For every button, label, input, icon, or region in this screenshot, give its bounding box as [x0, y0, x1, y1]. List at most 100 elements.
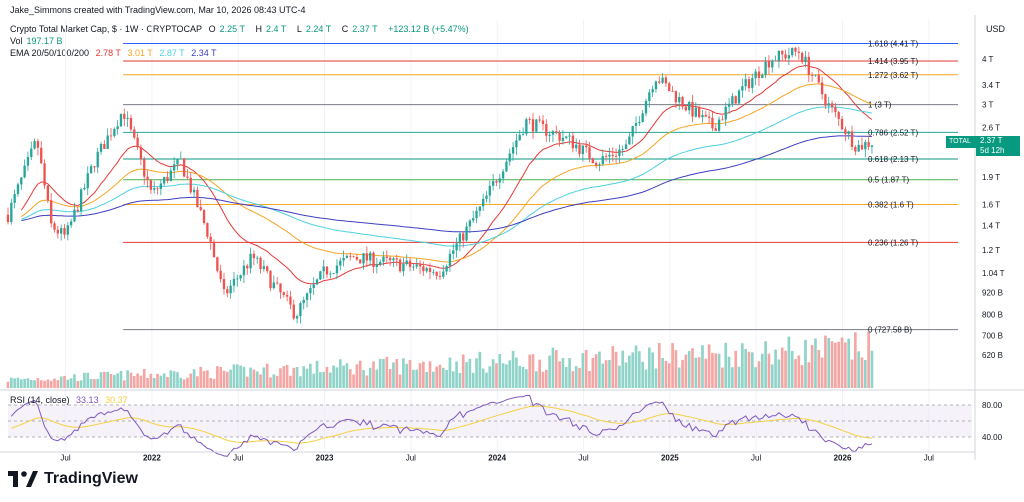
volume-bar	[259, 374, 262, 388]
candle-body	[771, 60, 774, 68]
volume-bar	[245, 376, 249, 388]
fib-level-label: 1.272 (3.62 T)	[868, 71, 918, 80]
candle-body	[292, 304, 295, 319]
volume-bar	[172, 371, 176, 388]
ohlc-c: C 2.37 T	[341, 24, 378, 34]
volume-bar	[23, 378, 26, 388]
fib-level-label: 1.414 (3.95 T)	[868, 57, 918, 66]
volume-bar	[844, 342, 847, 388]
volume-bar	[777, 359, 781, 388]
volume-bar	[564, 367, 568, 388]
volume-bar	[830, 341, 834, 388]
candle-body	[79, 189, 83, 212]
tradingview-logo-icon	[8, 471, 38, 487]
volume-bar	[764, 341, 767, 388]
volume-bar	[780, 347, 784, 388]
candle-body	[362, 253, 365, 264]
candle-body	[349, 255, 352, 257]
candle-body	[339, 260, 342, 266]
fib-level-label: 0 (727.58 B)	[868, 326, 912, 335]
volume-bar	[338, 359, 342, 388]
candle-body	[704, 114, 707, 117]
volume-bar	[561, 358, 565, 388]
volume-bar	[707, 344, 711, 388]
candle-body	[678, 97, 681, 103]
candle-body	[13, 193, 16, 203]
volume-bar	[870, 350, 874, 388]
volume-bar	[388, 369, 392, 388]
candle-body	[691, 101, 694, 117]
price-axis-label: 1.9 T	[982, 173, 1000, 182]
candle-body	[664, 77, 668, 84]
volume-bar	[415, 369, 419, 388]
candle-body	[840, 118, 844, 130]
volume-bar	[840, 337, 844, 388]
candle-body	[295, 316, 299, 319]
candle-body	[804, 56, 807, 63]
volume-bar	[787, 336, 791, 388]
tradingview-logo[interactable]: TradingView	[8, 470, 138, 488]
volume-bar	[209, 377, 213, 388]
volume-bar	[757, 361, 761, 388]
volume-bar	[461, 354, 465, 388]
candle-body	[751, 78, 754, 89]
candle-body	[485, 195, 488, 199]
candle-body	[472, 218, 475, 221]
candle-body	[820, 82, 824, 95]
bar-countdown: 5d 12h	[980, 146, 1005, 156]
volume-bar	[252, 369, 256, 388]
candle-body	[415, 264, 418, 267]
volume-bar	[33, 380, 36, 388]
candle-body	[53, 223, 56, 230]
candle-body	[697, 107, 701, 118]
volume-bar	[800, 365, 804, 388]
candle-body	[382, 256, 385, 262]
ema-50-value: 3.01 T	[127, 48, 153, 58]
candle-body	[810, 75, 814, 76]
candle-body	[641, 113, 644, 123]
candle-body	[571, 135, 575, 149]
candle-body	[701, 114, 704, 118]
volume-bar	[445, 369, 448, 388]
volume-bar	[292, 367, 296, 388]
volume-bar	[242, 366, 246, 388]
candle-body	[575, 144, 578, 149]
volume-bar	[192, 369, 196, 388]
ohlc-o: O 2.25 T	[208, 24, 245, 34]
candle-body	[501, 171, 505, 179]
volume-bar	[820, 357, 824, 388]
volume-bar	[345, 363, 349, 388]
candle-body	[717, 119, 721, 131]
candle-body	[329, 273, 332, 275]
candle-body	[817, 74, 820, 83]
candle-body	[398, 259, 402, 272]
volume-bar	[814, 338, 817, 388]
rsi-axis-label: 40.00	[982, 433, 1003, 442]
candle-body	[312, 284, 315, 289]
volume-bar	[807, 362, 811, 388]
volume-bar	[644, 369, 648, 388]
volume-bar	[535, 371, 538, 388]
volume-bar	[618, 365, 621, 388]
candle-body	[159, 183, 163, 190]
candle-body	[186, 176, 189, 178]
volume-bar	[69, 378, 73, 388]
volume-bar	[73, 374, 76, 388]
candle-body	[764, 61, 767, 75]
candle-body	[468, 220, 472, 227]
volume-bar	[591, 357, 595, 388]
candle-body	[511, 147, 515, 154]
volume-bar	[731, 367, 734, 388]
candle-body	[521, 133, 525, 135]
volume-bar	[96, 378, 100, 388]
candle-body	[714, 128, 717, 131]
volume-bar	[677, 367, 681, 388]
volume-bar	[578, 368, 581, 388]
candle-body	[169, 170, 172, 181]
candle-body	[658, 81, 661, 83]
volume-bar	[6, 381, 10, 388]
candle-body	[322, 266, 325, 272]
candle-body	[242, 265, 246, 276]
candle-body	[608, 154, 611, 157]
